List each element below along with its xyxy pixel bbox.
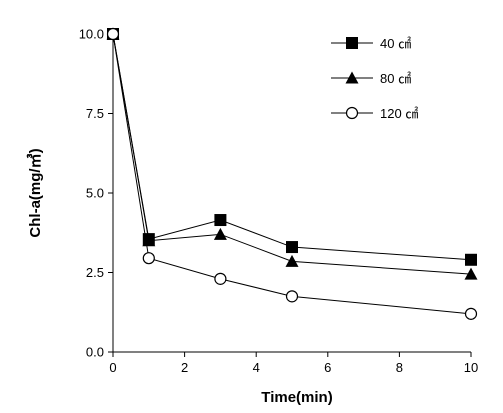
y-axis-label: Chl-a(mg/㎥) [26,148,44,237]
data-point [214,214,227,227]
data-point [285,290,299,303]
series-1 [107,28,477,266]
data-point [213,227,227,240]
legend-label: 40 ㎠ [380,36,411,51]
legend-marker [345,71,359,84]
x-tick-label: 6 [324,360,331,375]
data-point [142,234,156,247]
series-layer [106,27,478,320]
data-point [106,27,120,41]
series-3 [106,27,478,320]
legend-label: 120 ㎠ [380,106,418,121]
x-tick-label: 2 [181,360,188,375]
y-tick-label: 0.0 [86,345,104,360]
x-tick-label: 10 [464,360,478,375]
series-line [112,33,472,261]
x-tick-label: 0 [109,360,116,375]
data-point [464,307,478,320]
data-point [142,252,155,265]
x-tick-label: 4 [253,360,260,375]
data-point [464,267,478,280]
data-point [286,241,298,254]
data-point [465,253,477,266]
y-tick-label: 7.5 [86,106,104,121]
series-line [112,33,472,275]
y-tick-label: 10.0 [79,27,104,42]
chart-axes [112,34,471,353]
legend-item: 40 ㎠ [331,36,411,51]
y-tick-label: 5.0 [86,186,104,201]
legend-item: 80 ㎠ [331,71,411,86]
data-point [285,254,299,267]
legend-label: 80 ㎠ [380,71,411,86]
y-axis-ticks: 0.0 2.5 5.0 7.5 10.0 [79,27,113,360]
y-tick-label: 2.5 [86,265,104,280]
series-line [112,33,472,315]
x-tick-label: 8 [396,360,403,375]
x-axis-label: Time(min) [261,389,332,406]
legend-marker [345,106,359,120]
legend-item: 120 ㎠ [331,106,418,121]
legend: 40 ㎠ 80 ㎠ 120 ㎠ [331,36,418,121]
legend-marker [346,37,358,49]
data-point [214,272,227,285]
x-axis-ticks: 0 2 4 6 8 10 [109,352,478,375]
